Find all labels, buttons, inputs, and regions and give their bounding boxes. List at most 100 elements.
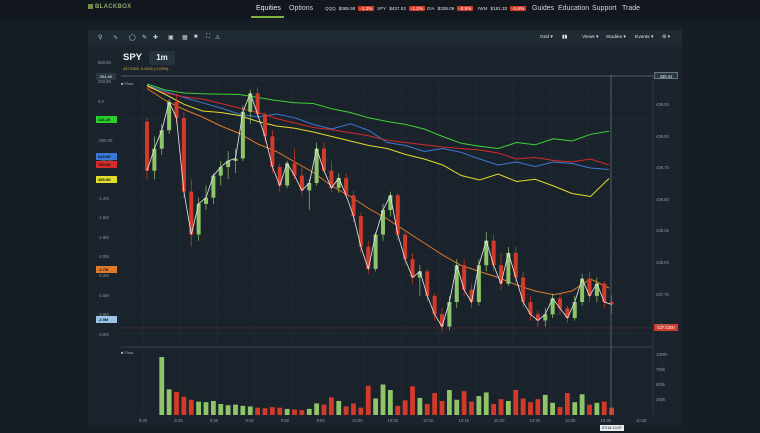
candle-body: [344, 178, 349, 196]
volume-bar: [365, 385, 371, 415]
candle-body: [580, 278, 585, 303]
menu-views[interactable]: Views ▾: [582, 35, 599, 40]
volume-bar: [343, 406, 349, 415]
menu-events[interactable]: Events ▾: [635, 35, 654, 40]
left-axis-label: 250.0K: [98, 79, 112, 85]
logo-mark-icon: [88, 4, 93, 9]
volume-bar: [255, 407, 261, 415]
time-axis-label: 10:10: [423, 418, 434, 423]
ticker-iwm[interactable]: IWM $181.33 -1.6%: [478, 6, 527, 11]
volume-bar: [181, 396, 187, 415]
volume-bar: [461, 391, 467, 415]
left-axis-label: -2.5M: [98, 292, 109, 298]
volume-label-text: Flots: [124, 350, 134, 355]
candle-body: [189, 191, 194, 235]
candle-body: [292, 163, 297, 176]
volume-bar: [542, 394, 548, 415]
left-cursor-value: 354.4K: [96, 73, 116, 80]
nav-link-education[interactable]: Education: [558, 5, 590, 12]
ticker-change: -1.2%: [408, 6, 425, 11]
pencil-icon[interactable]: ✎: [142, 35, 148, 41]
volume-bar: [358, 407, 364, 415]
time-axis-label: 9:30: [139, 418, 148, 423]
candle-body: [572, 302, 577, 318]
study-label: ■ Flots: [121, 81, 134, 86]
menu-grid[interactable]: Grid ▾: [540, 35, 553, 40]
volume-bar: [491, 404, 497, 415]
volume-axis-label: 500k: [656, 382, 666, 387]
volume-bar: [196, 401, 202, 415]
volume-bar: [587, 404, 592, 415]
logo[interactable]: BLACKBOX: [88, 4, 132, 15]
candle-body: [462, 265, 467, 290]
volume-bar: [387, 389, 393, 415]
flow-value-badge: 459.0K: [96, 176, 117, 183]
left-axis-label: -1.5M: [98, 215, 109, 221]
flow-value-badge: 118.1K: [96, 116, 117, 123]
candle-body: [211, 175, 216, 198]
volume-bar: [520, 398, 526, 415]
nav-tab-equities[interactable]: Equities: [256, 5, 281, 12]
menu-grid-label: Grid: [540, 35, 550, 40]
logo-text: BLACKBOX: [95, 4, 132, 11]
price-axis-label: 438.00: [656, 260, 669, 265]
search-icon[interactable]: ⚲: [98, 35, 103, 41]
candle-body: [594, 283, 599, 296]
volume-bar: [321, 404, 327, 415]
ticker-spy[interactable]: SPY $437.53 -1.2%: [377, 6, 425, 11]
candle-body: [417, 271, 422, 278]
volume-bar: [269, 407, 275, 415]
time-axis-label: 9:40: [210, 418, 219, 423]
timeframe-button[interactable]: 1m: [149, 51, 175, 65]
ticker-dia[interactable]: DIA $338.09 -0.9%: [427, 6, 474, 11]
active-tab-indicator: [251, 16, 284, 18]
volume-bar: [432, 393, 438, 415]
price-axis-label: 439.00: [656, 133, 669, 139]
ticker-qqq[interactable]: QQQ $365.58 -1.2%: [325, 6, 375, 11]
volume-bar: [159, 357, 165, 415]
volume-bar: [262, 408, 268, 415]
candle-body: [410, 259, 415, 278]
candle-body: [587, 278, 592, 296]
chart-symbol[interactable]: SPY: [123, 52, 143, 63]
flow-line-red: [146, 86, 610, 166]
left-axis-label: -1.8M: [98, 234, 109, 240]
nav-link-trade[interactable]: Trade: [622, 5, 641, 12]
study-label-text: Flots: [124, 81, 134, 86]
volume-bar: [609, 407, 615, 415]
camera-icon[interactable]: ■: [194, 34, 198, 40]
nav-link-support[interactable]: Support: [592, 5, 617, 12]
nav-link-guides[interactable]: Guides: [532, 5, 555, 12]
zoom-icon[interactable]: ◯: [129, 35, 136, 41]
menu-studies[interactable]: Studies ▾: [606, 35, 626, 40]
draw-line-icon[interactable]: ∿: [113, 35, 119, 41]
left-axis-label: -2.8M: [98, 312, 109, 318]
candle-body: [602, 283, 607, 303]
alert-icon[interactable]: ⚠: [215, 35, 221, 41]
ticker-price: $338.09: [437, 6, 455, 11]
candle-body: [152, 148, 157, 171]
price-axis-label: 437.75: [656, 291, 669, 297]
crosshair-icon[interactable]: ✚: [153, 35, 159, 41]
volume-bar: [225, 405, 231, 415]
table-icon[interactable]: ▦: [182, 35, 188, 41]
volume-bar: [380, 384, 386, 415]
candle-body: [270, 136, 275, 168]
fullscreen-icon[interactable]: ⛶: [206, 34, 211, 40]
candle-body: [513, 252, 518, 278]
time-axis-label: 10:35: [600, 418, 611, 423]
nav-tab-options[interactable]: Options: [289, 5, 314, 12]
candle-body: [558, 298, 562, 309]
comment-icon[interactable]: ▣: [168, 35, 174, 41]
volume-bar: [557, 407, 563, 415]
volume-axis-label: 250k: [656, 397, 666, 402]
candle-body: [314, 148, 319, 183]
settings-gear-icon[interactable]: ⚙ ▾: [662, 35, 671, 40]
volume-bar: [424, 404, 430, 415]
candle-body: [196, 203, 201, 235]
volume-bar: [218, 404, 224, 415]
candle-body: [159, 130, 164, 149]
chart-svg[interactable]: [88, 30, 682, 425]
chart-type-icon[interactable]: ▮▮: [562, 35, 568, 40]
candle-body: [425, 271, 430, 296]
